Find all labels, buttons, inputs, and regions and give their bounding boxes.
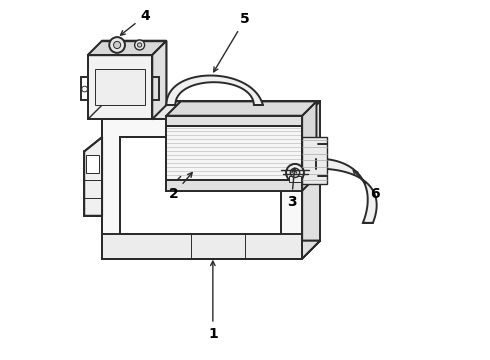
Polygon shape xyxy=(289,176,301,182)
Polygon shape xyxy=(86,155,98,173)
Text: 2: 2 xyxy=(169,172,192,202)
Polygon shape xyxy=(302,137,327,184)
Polygon shape xyxy=(102,102,320,119)
Circle shape xyxy=(109,37,125,53)
Polygon shape xyxy=(88,55,152,119)
Circle shape xyxy=(135,40,145,50)
Polygon shape xyxy=(302,102,320,258)
Text: 4: 4 xyxy=(121,9,150,35)
Circle shape xyxy=(82,86,88,92)
Text: 6: 6 xyxy=(353,170,380,201)
Polygon shape xyxy=(167,102,317,116)
Polygon shape xyxy=(88,41,167,55)
Text: 1: 1 xyxy=(208,261,218,341)
Circle shape xyxy=(286,164,304,182)
Polygon shape xyxy=(102,241,320,258)
Circle shape xyxy=(138,43,142,47)
Polygon shape xyxy=(317,158,377,223)
Circle shape xyxy=(114,41,121,49)
Polygon shape xyxy=(167,180,302,191)
Polygon shape xyxy=(95,69,145,105)
Text: 5: 5 xyxy=(214,12,250,72)
Polygon shape xyxy=(120,137,281,234)
Polygon shape xyxy=(102,241,320,258)
Circle shape xyxy=(291,168,300,177)
Polygon shape xyxy=(167,116,302,191)
Polygon shape xyxy=(102,119,302,258)
Polygon shape xyxy=(152,41,167,119)
Polygon shape xyxy=(84,137,102,216)
Polygon shape xyxy=(120,102,320,241)
Polygon shape xyxy=(102,234,302,258)
Polygon shape xyxy=(167,76,263,105)
Polygon shape xyxy=(167,116,302,126)
Polygon shape xyxy=(181,102,317,176)
Polygon shape xyxy=(302,102,317,191)
Text: 3: 3 xyxy=(287,168,296,208)
